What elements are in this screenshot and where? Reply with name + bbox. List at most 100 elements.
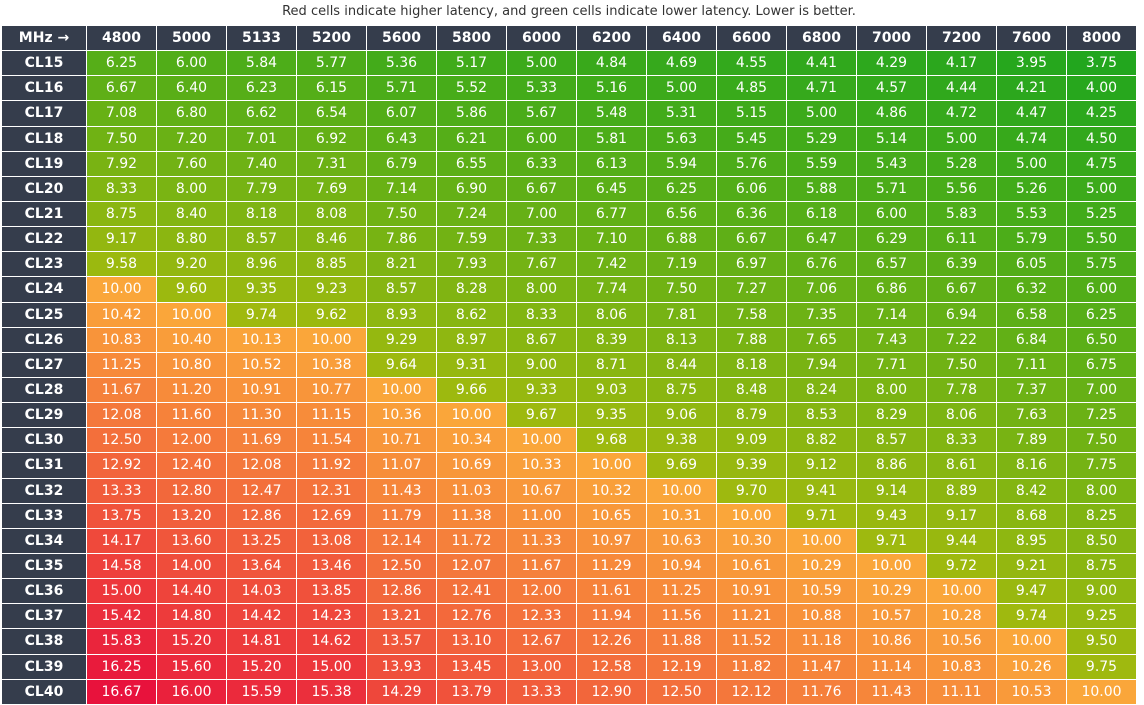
latency-cell: 6.62	[227, 101, 296, 126]
latency-cell: 5.28	[927, 151, 996, 176]
latency-cell: 12.80	[157, 478, 226, 503]
latency-cell: 10.91	[717, 579, 786, 604]
latency-cell: 11.61	[577, 579, 646, 604]
latency-cell: 13.10	[437, 629, 506, 654]
latency-cell: 8.24	[787, 377, 856, 403]
latency-cell: 10.00	[1067, 679, 1136, 704]
latency-cell: 15.20	[157, 629, 226, 654]
column-header: 6600	[717, 26, 786, 51]
latency-cell: 7.79	[227, 176, 296, 201]
latency-cell: 4.74	[997, 126, 1066, 151]
latency-cell: 13.85	[297, 579, 366, 604]
latency-cell: 9.47	[997, 579, 1066, 604]
latency-cell: 7.37	[997, 377, 1066, 403]
latency-cell: 12.76	[437, 604, 506, 629]
latency-cell: 8.33	[507, 302, 576, 327]
latency-cell: 7.50	[367, 201, 436, 227]
latency-cell: 9.41	[787, 478, 856, 503]
latency-cell: 6.75	[1067, 352, 1136, 377]
latency-cell: 10.80	[157, 352, 226, 377]
latency-cell: 8.08	[297, 201, 366, 227]
latency-cell: 10.91	[227, 377, 296, 403]
latency-cell: 6.25	[647, 176, 716, 201]
latency-cell: 8.42	[997, 478, 1066, 503]
latency-cell: 6.57	[857, 252, 926, 277]
latency-cell: 10.30	[717, 528, 786, 553]
latency-cell: 6.15	[297, 76, 366, 101]
latency-cell: 11.72	[437, 528, 506, 553]
latency-cell: 5.00	[997, 151, 1066, 176]
latency-cell: 9.74	[227, 302, 296, 327]
latency-cell: 9.72	[927, 553, 996, 579]
latency-cell: 6.06	[717, 176, 786, 201]
row-header: CL28	[2, 377, 86, 403]
latency-cell: 12.26	[577, 629, 646, 654]
latency-cell: 5.50	[1067, 227, 1136, 252]
latency-cell: 14.42	[227, 604, 296, 629]
latency-cell: 10.28	[927, 604, 996, 629]
latency-cell: 12.86	[367, 579, 436, 604]
row-header: CL33	[2, 503, 86, 528]
latency-cell: 6.36	[717, 201, 786, 227]
latency-cell: 9.17	[87, 227, 156, 252]
latency-cell: 6.77	[577, 201, 646, 227]
latency-cell: 6.88	[647, 227, 716, 252]
column-header: 5133	[227, 26, 296, 51]
latency-cell: 6.40	[157, 76, 226, 101]
latency-cell: 10.52	[227, 352, 296, 377]
latency-cell: 8.79	[717, 403, 786, 428]
latency-cell: 15.60	[157, 654, 226, 679]
latency-cell: 13.33	[507, 679, 576, 704]
latency-cell: 10.57	[857, 604, 926, 629]
latency-cell: 8.50	[1067, 528, 1136, 553]
latency-cell: 7.06	[787, 277, 856, 302]
latency-cell: 10.00	[717, 503, 786, 528]
latency-cell: 10.59	[787, 579, 856, 604]
latency-cell: 11.30	[227, 403, 296, 428]
latency-cell: 8.44	[647, 352, 716, 377]
latency-cell: 10.00	[647, 478, 716, 503]
latency-cell: 13.25	[227, 528, 296, 553]
latency-cell: 5.48	[577, 101, 646, 126]
latency-cell: 9.64	[367, 352, 436, 377]
latency-cell: 13.00	[507, 654, 576, 679]
latency-cell: 10.67	[507, 478, 576, 503]
latency-cell: 10.56	[927, 629, 996, 654]
latency-cell: 4.47	[997, 101, 1066, 126]
latency-cell: 10.00	[367, 377, 436, 403]
column-header: 5800	[437, 26, 506, 51]
latency-cell: 6.29	[857, 227, 926, 252]
latency-cell: 8.57	[857, 428, 926, 453]
latency-cell: 6.11	[927, 227, 996, 252]
latency-cell: 14.62	[297, 629, 366, 654]
latency-cell: 13.46	[297, 553, 366, 579]
latency-cell: 10.61	[717, 553, 786, 579]
latency-cell: 12.00	[157, 428, 226, 453]
latency-cell: 7.74	[577, 277, 646, 302]
latency-cell: 4.17	[927, 51, 996, 76]
latency-cell: 10.00	[297, 327, 366, 352]
latency-cell: 4.00	[1067, 76, 1136, 101]
latency-cell: 4.21	[997, 76, 1066, 101]
latency-cell: 8.75	[1067, 553, 1136, 579]
latency-cell: 8.39	[577, 327, 646, 352]
latency-cell: 9.21	[997, 553, 1066, 579]
row-header: CL31	[2, 453, 86, 478]
latency-cell: 8.00	[507, 277, 576, 302]
row-header: CL17	[2, 101, 86, 126]
latency-cell: 6.07	[367, 101, 436, 126]
row-header: CL24	[2, 277, 86, 302]
latency-cell: 11.25	[87, 352, 156, 377]
latency-cell: 11.21	[717, 604, 786, 629]
latency-cell: 5.16	[577, 76, 646, 101]
latency-cell: 9.35	[227, 277, 296, 302]
latency-cell: 10.42	[87, 302, 156, 327]
latency-cell: 8.40	[157, 201, 226, 227]
latency-cell: 11.54	[297, 428, 366, 453]
latency-cell: 6.56	[647, 201, 716, 227]
latency-cell: 12.40	[157, 453, 226, 478]
latency-table: MHz → 4800 5000 5133 5200 5600 5800 6000 6200 640…	[2, 26, 1136, 704]
latency-cell: 14.00	[157, 553, 226, 579]
latency-cell: 9.03	[577, 377, 646, 403]
latency-cell: 10.94	[647, 553, 716, 579]
